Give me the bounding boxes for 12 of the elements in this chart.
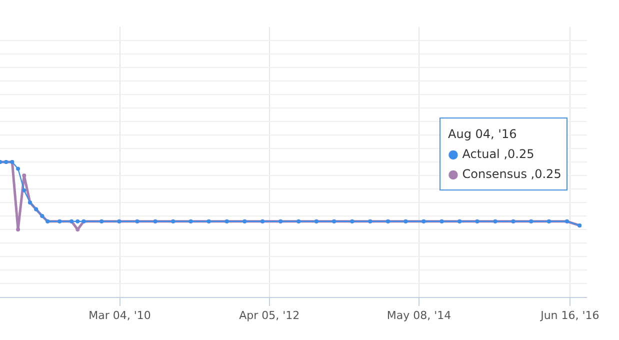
point xyxy=(76,219,80,224)
annotation: ● Consensus ,0.25 xyxy=(448,167,562,181)
x-tick-label: Apr 05, '12 xyxy=(239,309,300,322)
x-tick-label: Jun 16, '16 xyxy=(540,309,600,322)
point xyxy=(16,166,20,171)
point xyxy=(16,228,20,232)
point xyxy=(22,188,26,192)
x-tick-label: May 08, '14 xyxy=(386,309,452,322)
text: Aug 04, '16 xyxy=(448,127,517,141)
text: ● Actual ,0.25 xyxy=(448,147,534,161)
x-tick-label: Mar 04, '10 xyxy=(88,309,151,322)
point xyxy=(22,174,26,178)
